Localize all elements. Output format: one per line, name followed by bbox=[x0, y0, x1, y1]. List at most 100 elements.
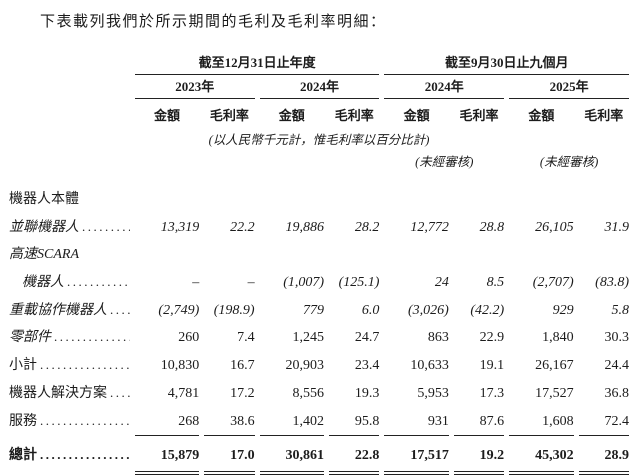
cell-value: 1,245 bbox=[292, 330, 325, 346]
cell-value: – bbox=[192, 274, 200, 290]
cell-value bbox=[329, 186, 379, 213]
unaudited-note-row: (未經審核) (未經審核) bbox=[9, 149, 629, 186]
cell-value: 45,302 bbox=[509, 436, 574, 475]
cell-value: 13,319 bbox=[160, 219, 200, 235]
row-label: 並聯機器人 bbox=[9, 219, 79, 235]
dot-leader: ........................................… bbox=[110, 301, 130, 317]
dot-leader: ........................................… bbox=[40, 357, 130, 373]
table-row: 重載協作機器人.................................… bbox=[9, 296, 629, 324]
cell-value bbox=[135, 186, 199, 213]
table-row: 服務......................................… bbox=[9, 407, 629, 437]
cell-value: 268 bbox=[134, 407, 200, 437]
cell-value: 10,633 bbox=[410, 358, 449, 374]
cell-value: 26,105 bbox=[535, 219, 574, 235]
period-group-nine-months: 截至9月30日止九個月 bbox=[384, 51, 629, 75]
margin-header: 毛利率 bbox=[459, 108, 499, 123]
table-row: 高速SCARA bbox=[9, 241, 629, 268]
table-row: 小計......................................… bbox=[9, 351, 629, 379]
cell-value: 24.4 bbox=[604, 358, 630, 374]
table-row: 機器人.....................................… bbox=[9, 268, 629, 296]
cell-value: 15,879 bbox=[134, 436, 200, 475]
margin-header: 毛利率 bbox=[209, 108, 249, 123]
cell-value: 929 bbox=[552, 302, 574, 318]
cell-value: (3,026) bbox=[408, 302, 449, 318]
cell-value bbox=[329, 241, 379, 268]
unaudited-note: (未經審核) bbox=[415, 155, 474, 169]
cell-value: 10,830 bbox=[160, 358, 200, 374]
column-header-row: 金額 毛利率 金額 毛利率 金額 毛利率 金額 毛利率 bbox=[9, 99, 629, 126]
cell-value: 28.9 bbox=[578, 436, 629, 475]
cell-value: 5,953 bbox=[417, 386, 449, 402]
period-group-row: 截至12月31日止年度 截至9月30日止九個月 bbox=[9, 51, 629, 75]
cell-value: 28.2 bbox=[354, 219, 380, 235]
cell-value: 779 bbox=[303, 302, 325, 318]
cell-value bbox=[260, 186, 324, 213]
cell-value: 20,903 bbox=[285, 358, 325, 374]
cell-value: 931 bbox=[384, 407, 449, 437]
amount-header: 金額 bbox=[278, 108, 305, 123]
cell-value: 19,886 bbox=[285, 219, 325, 235]
row-label: 總計 bbox=[9, 448, 37, 464]
unaudited-note: (未經審核) bbox=[539, 155, 599, 169]
cell-value: 87.6 bbox=[453, 407, 505, 437]
row-label: 服務 bbox=[9, 414, 37, 430]
cell-value: 863 bbox=[427, 330, 449, 346]
units-note: (以人民幣千元計，惟毛利率以百分比計) bbox=[208, 133, 430, 147]
period-group-annual: 截至12月31日止年度 bbox=[134, 51, 380, 75]
row-label: 小計 bbox=[9, 358, 37, 374]
dot-leader: ........................................… bbox=[82, 218, 130, 234]
cell-value: 17,517 bbox=[384, 436, 449, 475]
year-2024-header: 2024年 bbox=[259, 75, 380, 99]
cell-value: 16.7 bbox=[230, 358, 255, 374]
cell-value: 31.9 bbox=[604, 219, 630, 235]
cell-value: (2,707) bbox=[532, 274, 574, 290]
cell-value: 8.5 bbox=[486, 274, 505, 290]
cell-value: 30,861 bbox=[259, 436, 325, 475]
cell-value: 26,167 bbox=[535, 358, 574, 374]
dot-leader: ........................................… bbox=[54, 329, 130, 345]
cell-value: 17,527 bbox=[535, 386, 574, 402]
table-row: 並聯機器人...................................… bbox=[9, 213, 629, 241]
row-label: 機器人解決方案 bbox=[9, 386, 107, 402]
cell-value: 1,402 bbox=[259, 407, 325, 437]
gross-profit-margin-table: 截至12月31日止年度 截至9月30日止九個月 2023年 2024年 2024… bbox=[4, 51, 634, 475]
cell-value bbox=[509, 186, 573, 213]
cell-value: 260 bbox=[178, 330, 200, 346]
cell-value: 1,608 bbox=[509, 407, 574, 437]
cell-value bbox=[204, 241, 254, 268]
cell-value: 19.3 bbox=[354, 386, 380, 402]
cell-value: 6.0 bbox=[361, 302, 380, 318]
dot-leader: ........................................… bbox=[110, 385, 130, 401]
table-row: 機器人解決方案.................................… bbox=[9, 379, 629, 407]
cell-value: 24.7 bbox=[354, 330, 380, 346]
cell-value: 28.8 bbox=[479, 219, 505, 235]
row-label: 高速SCARA bbox=[9, 246, 79, 262]
row-label: 零部件 bbox=[9, 330, 51, 346]
cell-value: 24 bbox=[434, 274, 449, 290]
cell-value bbox=[384, 186, 448, 213]
cell-value: 22.9 bbox=[479, 330, 505, 346]
cell-value: (83.8) bbox=[595, 274, 629, 290]
cell-value bbox=[135, 241, 199, 268]
margin-header: 毛利率 bbox=[584, 108, 624, 123]
cell-value: 8,556 bbox=[292, 386, 325, 402]
table-row: 機器人本體 bbox=[9, 186, 629, 213]
amount-header: 金額 bbox=[528, 108, 555, 123]
cell-value: (125.1) bbox=[338, 274, 380, 290]
table-row: 總計......................................… bbox=[9, 436, 629, 475]
cell-value: 72.4 bbox=[578, 407, 629, 437]
cell-value: 17.0 bbox=[204, 436, 255, 475]
cell-value: (198.9) bbox=[213, 302, 255, 318]
cell-value: 22.2 bbox=[230, 219, 255, 235]
cell-value: 38.6 bbox=[204, 407, 255, 437]
cell-value: – bbox=[247, 274, 255, 290]
cell-value bbox=[260, 241, 324, 268]
table-row: 零部件.....................................… bbox=[9, 323, 629, 351]
cell-value bbox=[454, 241, 504, 268]
amount-header: 金額 bbox=[403, 108, 430, 123]
cell-value bbox=[579, 186, 629, 213]
row-label: 重載協作機器人 bbox=[9, 302, 107, 318]
cell-value: 5.8 bbox=[611, 302, 630, 318]
dot-leader: ........................................… bbox=[40, 413, 130, 429]
